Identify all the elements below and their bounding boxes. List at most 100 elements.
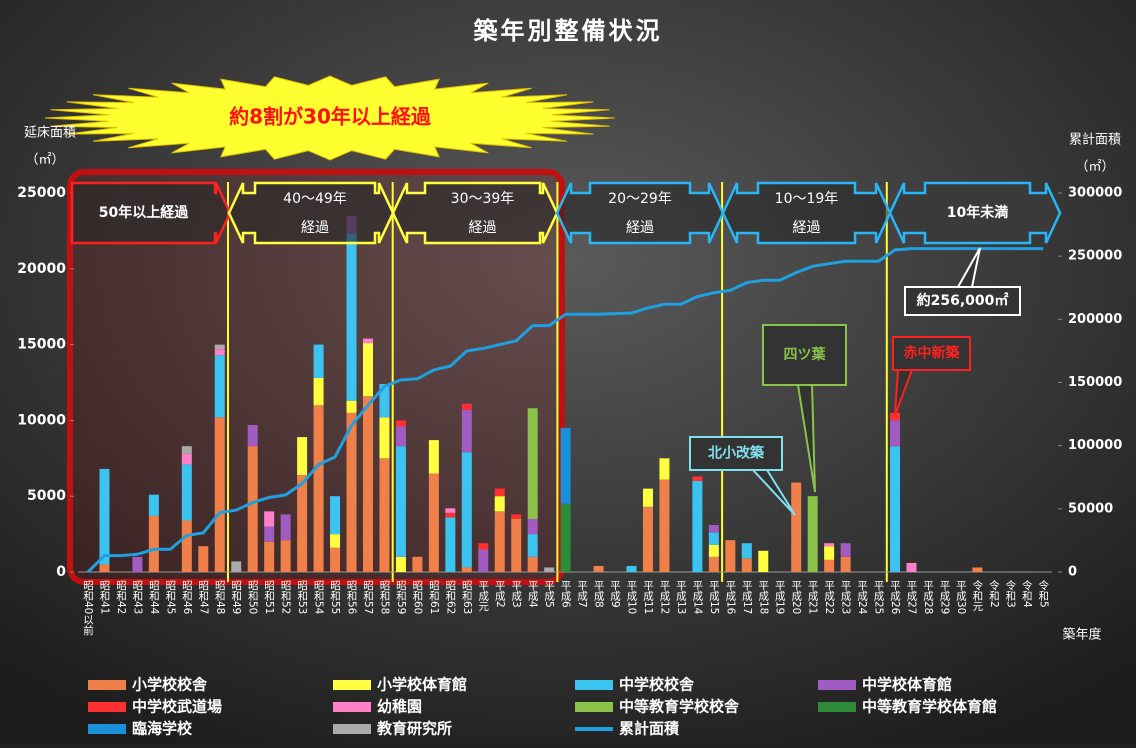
period-sub: 経過 xyxy=(469,220,497,236)
bar xyxy=(395,556,406,572)
y-tick-label: 25000 xyxy=(17,185,66,201)
bar xyxy=(297,437,308,475)
bar xyxy=(99,468,110,565)
x-tick-label: 平成25 xyxy=(873,580,885,614)
bar xyxy=(330,496,341,535)
x-tick-label: 昭和55 xyxy=(329,580,341,614)
bar xyxy=(511,518,522,572)
x-tick-label: 令和元 xyxy=(971,579,983,611)
bar xyxy=(379,458,390,572)
legend-swatch xyxy=(818,680,856,690)
x-tick-label: 平成15 xyxy=(708,580,720,614)
x-tick-label: 昭和47 xyxy=(197,580,209,614)
bar xyxy=(297,474,308,572)
bar xyxy=(494,511,505,572)
x-tick-label: 平成14 xyxy=(691,580,703,615)
period-box xyxy=(888,181,1062,245)
x-tick-label: 令和3 xyxy=(1004,579,1016,607)
legend-label: 教育研究所 xyxy=(376,720,452,738)
bar xyxy=(692,476,703,482)
bar xyxy=(642,506,653,572)
bar xyxy=(725,540,736,572)
period-sub: 経過 xyxy=(626,220,654,236)
bar xyxy=(791,482,802,572)
x-tick-label: 昭和52 xyxy=(280,580,292,614)
x-tick-label: 昭和49 xyxy=(230,580,242,614)
x-tick-label: 平成21 xyxy=(807,580,819,614)
bar xyxy=(758,550,769,572)
x-tick-label: 平成24 xyxy=(856,580,868,615)
bar xyxy=(708,532,719,545)
x-tick-label: 昭和41 xyxy=(98,580,110,614)
legend-swatch xyxy=(88,680,126,690)
x-tick-label: 平成28 xyxy=(922,580,934,614)
x-tick-label: 昭和54 xyxy=(313,580,325,615)
legend-swatch xyxy=(333,702,371,712)
bar xyxy=(214,417,225,572)
legend-label: 小学校校舎 xyxy=(132,676,208,694)
x-tick-label: 平成元 xyxy=(477,580,489,612)
x-tick-label: 令和4 xyxy=(1021,579,1033,608)
bar xyxy=(346,412,357,572)
x-tick-label: 平成12 xyxy=(658,580,670,614)
x-tick-label: 平成4 xyxy=(527,580,539,608)
bar xyxy=(346,233,357,401)
y2-tick-label: 300000 xyxy=(1068,186,1122,201)
x-tick-label: 昭和46 xyxy=(181,580,193,615)
legend-label: 臨海学校 xyxy=(132,720,193,738)
bar xyxy=(313,377,324,406)
period-box xyxy=(391,181,559,245)
bar xyxy=(593,565,604,572)
bar xyxy=(692,481,703,572)
y-tick-label: 15000 xyxy=(17,337,66,353)
bar xyxy=(741,543,752,559)
bar xyxy=(214,355,225,418)
x-tick-label: 平成18 xyxy=(757,580,769,614)
legend-swatch xyxy=(88,724,126,734)
bar xyxy=(362,396,373,572)
y2-tick-label: 150000 xyxy=(1068,375,1122,390)
bar xyxy=(461,409,472,453)
callout-box xyxy=(762,324,847,386)
legend-label: 幼稚園 xyxy=(377,698,422,716)
bar xyxy=(330,547,341,572)
x-tick-label: 平成9 xyxy=(609,580,621,608)
legend-swatch xyxy=(575,680,613,690)
bar xyxy=(511,514,522,519)
legend-swatch xyxy=(88,702,126,712)
bar xyxy=(99,564,110,572)
bar xyxy=(461,452,472,568)
bar xyxy=(362,343,373,397)
x-tick-label: 昭和42 xyxy=(115,580,127,614)
y2-tick-label: 250000 xyxy=(1068,249,1122,264)
bar xyxy=(708,544,719,557)
legend-swatch xyxy=(333,680,371,690)
bar xyxy=(330,534,341,548)
bar xyxy=(544,567,555,572)
x-tick-label: 昭和56 xyxy=(346,580,358,615)
bar xyxy=(428,473,439,572)
x-tick-label: 平成2 xyxy=(494,580,506,608)
bar xyxy=(181,453,192,465)
bar xyxy=(708,525,719,533)
bar xyxy=(379,384,390,418)
x-tick-label: 平成19 xyxy=(774,580,786,614)
callout-label: 北小改築 xyxy=(708,445,765,462)
x-tick-label: 昭和43 xyxy=(131,580,143,614)
x-tick-label: 昭和58 xyxy=(378,580,390,614)
period-label: 10～19年 xyxy=(775,191,839,207)
x-tick-label: 昭和48 xyxy=(214,580,226,614)
bar xyxy=(181,520,192,572)
y2-tick-label: 0 xyxy=(1068,565,1077,580)
x-tick-label: 平成27 xyxy=(906,580,918,614)
bar xyxy=(906,562,917,572)
bar xyxy=(214,349,225,356)
line xyxy=(86,247,1044,574)
bar xyxy=(478,543,489,550)
bar xyxy=(395,446,406,557)
bar xyxy=(890,412,901,421)
bar xyxy=(247,446,258,572)
bar xyxy=(445,508,456,513)
legend-label: 小学校体育館 xyxy=(377,676,467,694)
bar xyxy=(840,556,851,572)
